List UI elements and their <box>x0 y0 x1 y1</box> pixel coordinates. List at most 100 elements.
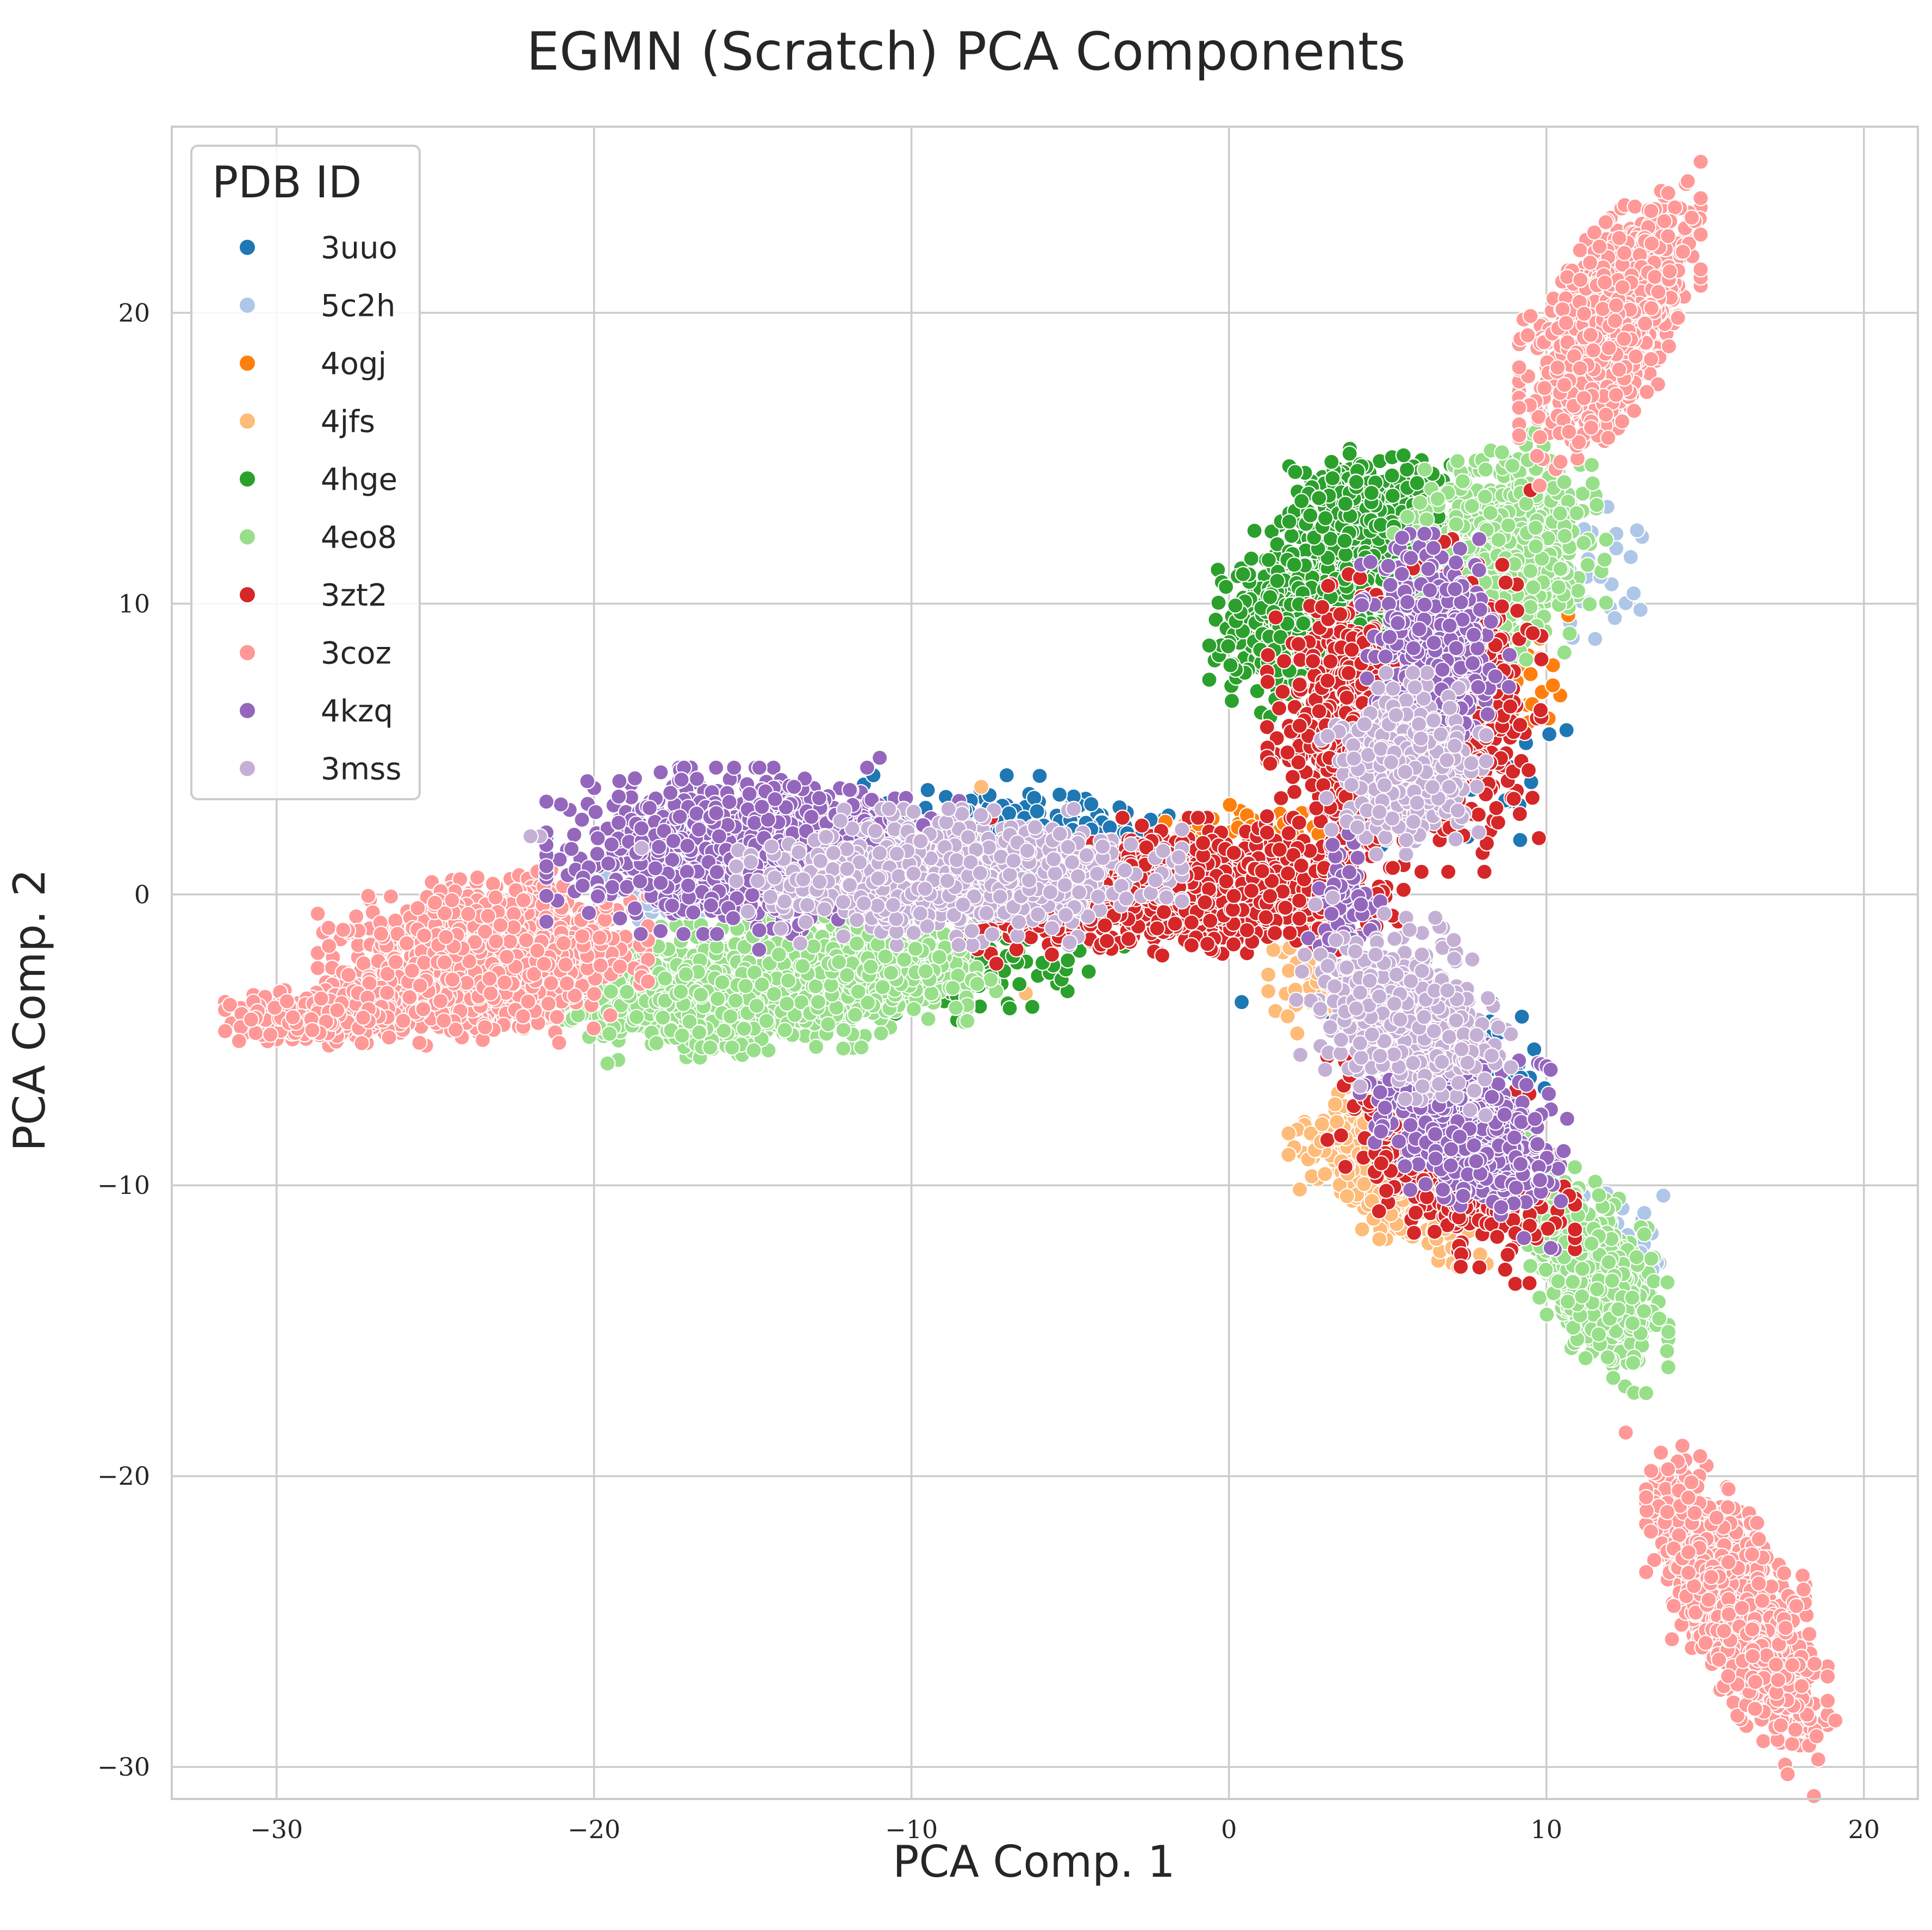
point-4eo8 <box>1598 531 1615 548</box>
point-4eo8 <box>917 963 934 980</box>
point-4eo8 <box>727 992 744 1009</box>
point-4hge <box>1293 493 1310 509</box>
point-4eo8 <box>602 983 619 1000</box>
point-4eo8 <box>724 1039 740 1056</box>
point-4eo8 <box>1518 651 1535 668</box>
point-4hge <box>1001 1000 1018 1017</box>
point-4eo8 <box>674 1027 690 1044</box>
point-4hge <box>1323 453 1340 470</box>
point-3uuo <box>1233 994 1250 1011</box>
point-4hge <box>1337 495 1354 512</box>
point-4jfs <box>1326 1095 1343 1113</box>
point-4eo8 <box>655 1009 671 1026</box>
point-4hge <box>1409 475 1425 491</box>
point-4eo8 <box>1596 551 1613 568</box>
point-4hge <box>1201 637 1218 654</box>
point-5c2h <box>1655 1187 1672 1204</box>
point-4eo8 <box>1463 497 1480 514</box>
point-4eo8 <box>1429 490 1446 507</box>
point-4hge <box>1348 474 1365 490</box>
point-4eo8 <box>1584 475 1601 492</box>
point-3uuo <box>919 782 936 799</box>
point-4eo8 <box>907 941 924 957</box>
point-4eo8 <box>1412 494 1429 511</box>
point-4eo8 <box>848 935 865 952</box>
point-4eo8 <box>1454 473 1471 490</box>
point-4eo8 <box>944 980 961 997</box>
point-4eo8 <box>1551 505 1568 522</box>
point-4eo8 <box>778 995 795 1012</box>
point-4eo8 <box>776 1022 793 1038</box>
point-4eo8 <box>1552 561 1569 577</box>
point-4hge <box>1287 464 1304 481</box>
point-5c2h <box>1606 609 1623 626</box>
point-4eo8 <box>809 993 827 1011</box>
point-4eo8 <box>905 1000 923 1018</box>
point-4eo8 <box>1556 644 1573 661</box>
point-4eo8 <box>709 991 726 1007</box>
point-4eo8 <box>619 983 635 1000</box>
point-4eo8 <box>691 1024 708 1041</box>
point-4ogj <box>1221 796 1238 813</box>
point-4eo8 <box>714 974 731 991</box>
point-4eo8 <box>1448 516 1464 533</box>
point-3uuo <box>1526 1041 1543 1058</box>
point-4eo8 <box>1477 461 1494 478</box>
point-4eo8 <box>737 978 754 994</box>
point-4eo8 <box>648 1035 665 1051</box>
point-4jfs <box>1291 1181 1308 1198</box>
point-4eo8 <box>1569 582 1587 599</box>
point-4eo8 <box>601 1025 618 1042</box>
point-4hge <box>1363 484 1380 501</box>
point-4hge <box>1384 487 1401 505</box>
point-4eo8 <box>835 1040 852 1057</box>
point-4jfs <box>1371 1231 1388 1248</box>
point-4eo8 <box>1561 625 1578 642</box>
point-4eo8 <box>599 1055 616 1072</box>
point-4hge <box>1201 671 1218 688</box>
point-4eo8 <box>923 985 940 1002</box>
point-4hge <box>1395 447 1412 464</box>
point-4eo8 <box>831 954 847 970</box>
point-4eo8 <box>794 957 811 975</box>
point-4eo8 <box>1522 563 1539 580</box>
point-4eo8 <box>1579 556 1596 574</box>
point-4eo8 <box>1476 488 1493 505</box>
point-3uuo <box>1029 803 1045 820</box>
point-4hge <box>1317 510 1334 527</box>
point-4eo8 <box>1490 531 1507 549</box>
point-4hge <box>1223 693 1241 709</box>
point-4eo8 <box>931 949 948 966</box>
point-4hge <box>1383 467 1400 484</box>
point-4eo8 <box>850 983 867 1000</box>
point-4hge <box>1235 565 1251 583</box>
point-4hge <box>1210 594 1227 611</box>
point-3uuo <box>1026 789 1043 806</box>
point-5c2h <box>1636 1205 1653 1222</box>
point-3uuo <box>1513 1008 1530 1025</box>
point-4hge <box>1399 461 1416 478</box>
point-5c2h <box>1632 601 1649 618</box>
point-4eo8 <box>1525 579 1542 596</box>
point-4hge <box>1281 513 1298 530</box>
point-4hge <box>1220 638 1237 655</box>
point-4eo8 <box>780 972 797 989</box>
point-4eo8 <box>745 1042 762 1059</box>
point-4eo8 <box>835 1022 852 1038</box>
point-4eo8 <box>969 975 986 992</box>
point-4eo8 <box>820 1016 837 1033</box>
point-4jfs <box>1279 1008 1296 1025</box>
point-4jfs <box>1313 1116 1330 1132</box>
point-5c2h <box>1587 631 1604 648</box>
point-4hge <box>1060 952 1076 969</box>
point-5c2h <box>1625 585 1642 602</box>
point-4eo8 <box>628 1008 645 1025</box>
point-4hge <box>1262 589 1279 606</box>
point-3uuo <box>1083 796 1100 813</box>
point-4hge <box>1336 532 1353 550</box>
chart-title: EGMN (Scratch) PCA Components <box>526 21 1405 82</box>
point-4jfs <box>1317 1166 1333 1182</box>
point-4hge <box>1260 551 1277 569</box>
point-4eo8 <box>882 964 900 981</box>
